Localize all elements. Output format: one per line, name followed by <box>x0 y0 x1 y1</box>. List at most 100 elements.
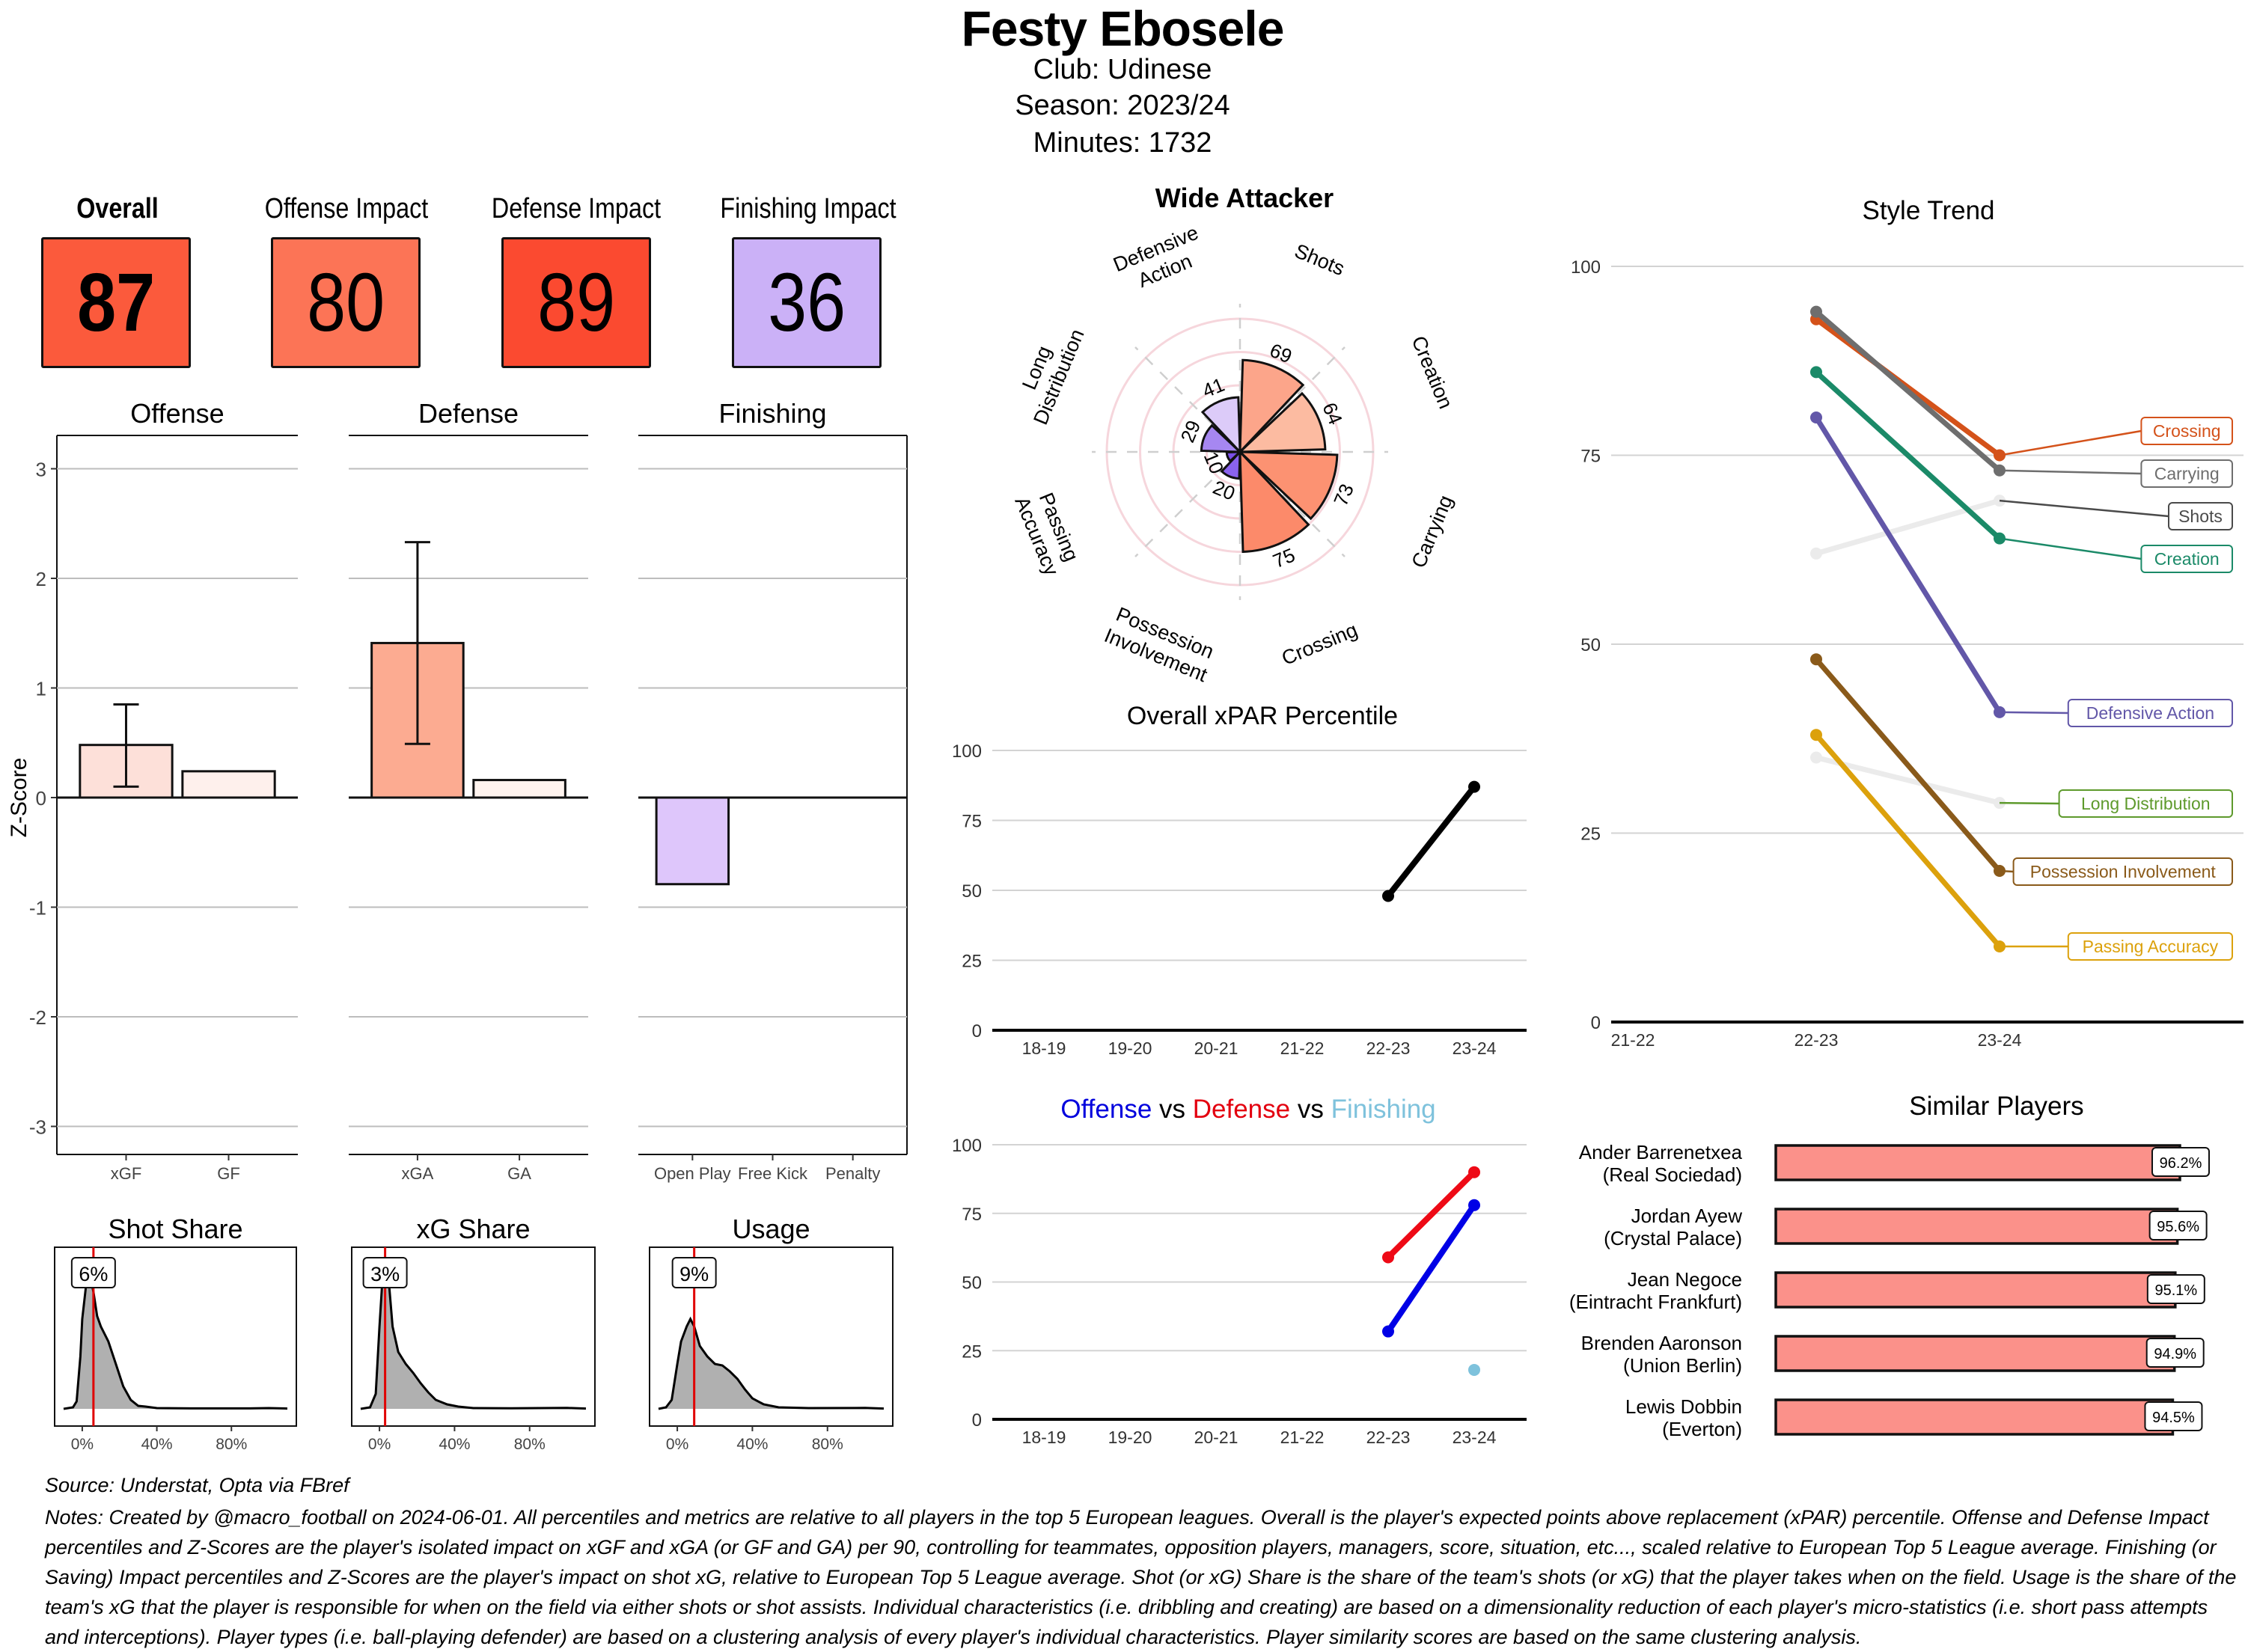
density-frame <box>351 1246 596 1427</box>
radar-value-label: 69 <box>1267 339 1295 368</box>
player-name: Brenden Aaronson <box>1581 1332 1742 1354</box>
similarity-label-box <box>2144 1401 2203 1431</box>
radar-wedge-possession-involvement <box>1220 449 1241 480</box>
radar-value-label: 75 <box>1270 543 1298 572</box>
y-tick-label: 100 <box>952 1136 982 1156</box>
series-possession-involvement <box>1810 653 2006 877</box>
similarity-label: 96.2% <box>2160 1155 2202 1172</box>
similarity-label-box <box>2151 1147 2210 1177</box>
metric-box-offense: 80 <box>271 237 421 368</box>
x-tick-label: 21-22 <box>1280 1428 1325 1447</box>
similar-player-row: Ander Barrenetxea(Real Sociedad) 96.2% <box>1579 1141 2210 1186</box>
x-tick-label: 22-23 <box>1795 1030 1839 1050</box>
radar-wedge-defensive-action <box>1200 396 1241 455</box>
series-crossing <box>1810 313 2006 462</box>
series-long-distribution <box>1810 751 2006 810</box>
label-box <box>2168 502 2233 530</box>
y-tick-label: 25 <box>1580 825 1601 845</box>
y-tick-label: 50 <box>962 881 982 902</box>
radar-axis-label: Carrying <box>1407 492 1457 572</box>
label-leader <box>1999 711 2068 715</box>
panel-title: Finishing <box>718 398 826 429</box>
y-tick-label: 3 <box>36 459 46 481</box>
notes-text: Notes: Created by @macro_football on 202… <box>45 1506 2237 1648</box>
value-label-box <box>362 1257 408 1288</box>
x-tick-label: 20-21 <box>1194 1428 1238 1447</box>
metric-title-finishing: Finishing Impact <box>720 193 897 224</box>
data-point <box>1810 751 1822 764</box>
player-name: Ander Barrenetxea <box>1579 1141 1743 1163</box>
y-tick-label: 50 <box>962 1273 982 1294</box>
x-tick-label: 80% <box>812 1436 843 1453</box>
x-tick-label: Free Kick <box>738 1164 808 1183</box>
x-tick-label: 0% <box>71 1436 94 1453</box>
x-tick-label: Open Play <box>654 1164 731 1183</box>
similarity-bar <box>1774 1208 2179 1245</box>
x-tick-label: 40% <box>736 1436 768 1453</box>
panel-title: Defense <box>418 398 519 429</box>
metric-value-offense: 80 <box>306 257 385 349</box>
radar-chart: Wide Attacker6964737520102941ShotsCreati… <box>1010 183 1457 687</box>
y-tick-label: 100 <box>952 741 982 762</box>
x-tick-label: 23-24 <box>1453 1428 1497 1447</box>
style-label-carrying: Carrying <box>1999 459 2233 488</box>
y-tick-label: 0 <box>36 787 46 810</box>
source-note: Source: Understat, Opta via FBref <box>45 1474 349 1496</box>
y-tick-label: 25 <box>962 952 982 972</box>
x-tick-label: 80% <box>216 1436 247 1453</box>
x-tick-label: 19-20 <box>1108 1428 1152 1447</box>
similar-players-chart: Similar Players Ander Barrenetxea(Real So… <box>1569 1092 2210 1440</box>
y-tick-label: -3 <box>29 1116 46 1139</box>
similarity-bar <box>1774 1271 2177 1309</box>
x-tick-label: 21-22 <box>1611 1030 1655 1050</box>
y-axis-label: Z-Score <box>7 758 31 838</box>
value-label: 9% <box>679 1263 709 1285</box>
x-tick-label: GA <box>507 1164 531 1183</box>
radar-value-label: 41 <box>1199 373 1227 403</box>
series-segment <box>1813 732 2003 949</box>
player-club: (Union Berlin) <box>1623 1354 1742 1377</box>
radar-value-label: 64 <box>1318 400 1347 428</box>
label-box <box>2067 699 2234 727</box>
label-text: Long Distribution <box>2081 794 2211 813</box>
x-tick-label: 0% <box>666 1436 688 1453</box>
x-tick-label: xGF <box>111 1164 142 1183</box>
value-label: 3% <box>370 1263 400 1285</box>
y-tick-label: 0 <box>1591 1013 1601 1033</box>
metric-box-finishing: 36 <box>732 237 882 368</box>
style-label-passing-accuracy: Passing Accuracy <box>2000 932 2234 961</box>
label-text: Shots <box>2178 507 2223 526</box>
odf-title: Offense vs Defense vs Finishing <box>1060 1095 1435 1124</box>
data-point <box>1382 890 1394 902</box>
data-point <box>1810 412 1822 423</box>
y-tick-label: -2 <box>29 1006 46 1029</box>
label-box <box>2140 417 2233 445</box>
player-club: (Crystal Palace) <box>1604 1227 1742 1249</box>
y-tick-label: 25 <box>962 1342 982 1362</box>
similarity-bar <box>1774 1398 2175 1436</box>
label-leader <box>1999 537 2142 560</box>
data-point <box>1382 1251 1394 1264</box>
panel-title: Offense <box>130 398 224 429</box>
y-tick-label: 50 <box>1580 635 1601 655</box>
data-point <box>1382 1325 1394 1338</box>
similarity-label: 94.5% <box>2152 1410 2195 1426</box>
density-line <box>658 1316 885 1410</box>
x-tick-label: 21-22 <box>1280 1038 1325 1058</box>
x-tick-label: 18-19 <box>1022 1428 1066 1447</box>
data-point <box>1810 305 1822 318</box>
similarity-label: 95.1% <box>2154 1282 2197 1299</box>
player-name: Lewis Dobbin <box>1625 1395 1742 1418</box>
y-tick-label: 75 <box>962 1205 982 1225</box>
panel-finishing: Finishing Open Play Free Kick Penalty <box>638 398 908 1183</box>
series-segment <box>1813 309 2003 474</box>
player-club: (Real Sociedad) <box>1603 1163 1742 1186</box>
label-leader <box>1999 869 2014 873</box>
series-segment <box>1813 316 2003 458</box>
series-defensive-action <box>1810 412 2006 718</box>
style-label-long-distribution: Long Distribution <box>1999 789 2234 818</box>
bar-gf <box>181 770 276 799</box>
density-area <box>659 1319 884 1409</box>
player-club: (Everton) <box>1662 1418 1742 1440</box>
similarity-label-box <box>2145 1338 2205 1368</box>
